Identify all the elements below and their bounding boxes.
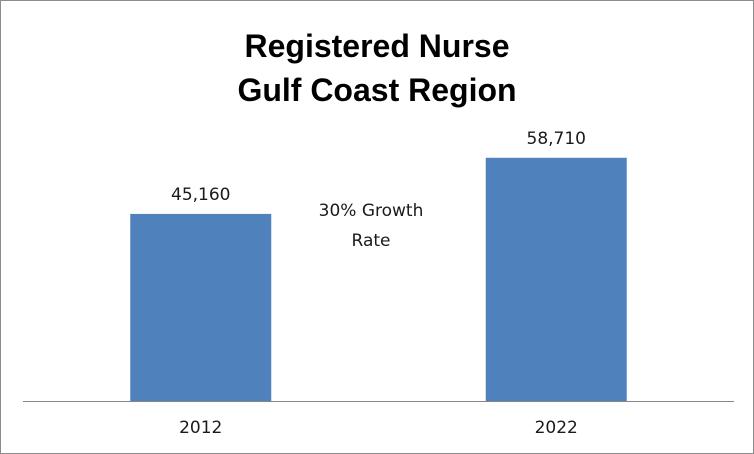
data-label-2022: 58,710 [527,129,586,149]
annotation-line-2: Rate [352,231,391,251]
x-tick-labels-group: 2012 2022 [179,418,578,438]
data-labels-group: 45,160 58,710 [171,129,586,205]
bars-group [130,157,627,401]
x-tick-label-2022: 2022 [535,418,578,438]
annotation-line-1: 30% Growth [319,201,424,221]
chart-title: Registered Nurse Gulf Coast Region [237,28,516,108]
chart-title-line-2: Gulf Coast Region [237,72,516,108]
x-tick-label-2012: 2012 [179,418,222,438]
bar-2022 [485,157,627,401]
data-label-2012: 45,160 [171,185,230,205]
chart-title-line-1: Registered Nurse [245,28,510,64]
growth-annotation: 30% Growth Rate [319,201,424,251]
bar-2012 [130,213,272,401]
